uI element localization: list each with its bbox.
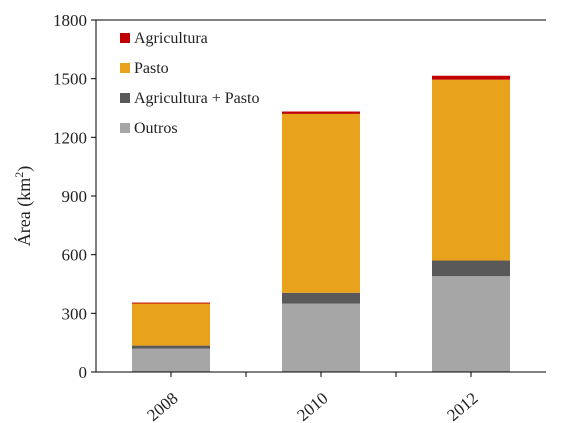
- y-ticks-group: 0 300 600 900 1200 1500 1800: [53, 11, 96, 382]
- y-tick-label: 900: [62, 187, 88, 206]
- y-axis-title-superscript: 2: [12, 172, 26, 178]
- legend-swatch: [120, 123, 130, 133]
- bar-segment-outros-2010: [282, 303, 360, 372]
- y-axis-title-close: ): [14, 166, 35, 172]
- bar-segment-agricultura-pasto-2008: [132, 345, 210, 349]
- y-axis-title: Área (km2): [12, 166, 35, 246]
- bar-segment-agricultura-2010: [282, 111, 360, 114]
- y-tick-label: 1500: [53, 70, 87, 89]
- y-axis-title-main: Área (km: [13, 178, 35, 246]
- y-tick-label: 1800: [53, 11, 87, 30]
- y-tick-label: 300: [62, 304, 88, 323]
- legend-label: Pasto: [134, 60, 169, 77]
- x-ticks-group: 2008 2010 2012: [143, 372, 482, 423]
- bar-segment-pasto-2012: [432, 79, 510, 261]
- legend-label: Outros: [134, 120, 178, 137]
- bar-segment-agricultura-2008: [132, 302, 210, 304]
- bar-segment-agricultura-2012: [432, 75, 510, 80]
- bar-segment-outros-2012: [432, 276, 510, 372]
- y-tick-label: 0: [79, 363, 88, 382]
- legend: Agricultura Pasto Agricultura + Pasto Outro…: [120, 30, 259, 137]
- bar-segment-outros-2008: [132, 348, 210, 372]
- legend-swatch: [120, 63, 130, 73]
- y-tick-label: 600: [62, 246, 88, 265]
- bar-segment-agricultura-pasto-2010: [282, 292, 360, 304]
- x-tick-label: 2012: [443, 389, 481, 423]
- x-tick-label: 2008: [143, 389, 181, 423]
- legend-label: Agricultura + Pasto: [134, 90, 259, 107]
- bar-segment-pasto-2010: [282, 113, 360, 293]
- bars-group: [132, 75, 510, 372]
- x-tick-label: 2010: [293, 389, 331, 423]
- legend-label: Agricultura: [134, 30, 208, 47]
- y-tick-label: 1200: [53, 128, 87, 147]
- legend-swatch: [120, 33, 130, 43]
- bar-segment-agricultura-pasto-2012: [432, 260, 510, 277]
- bar-segment-pasto-2008: [132, 303, 210, 346]
- legend-swatch: [120, 93, 130, 103]
